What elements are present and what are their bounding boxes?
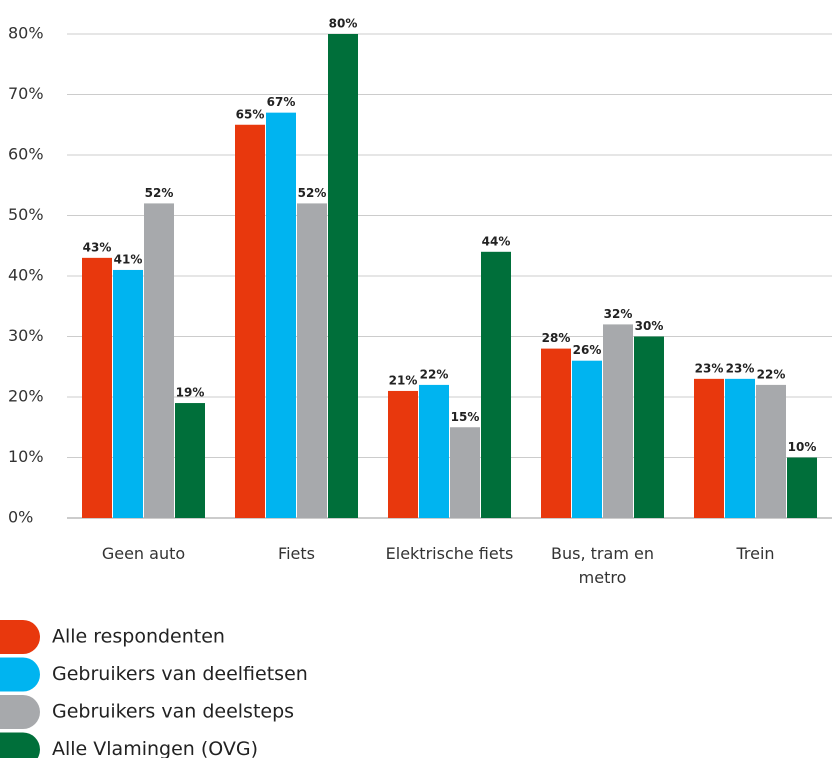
value-label: 44% <box>482 234 511 248</box>
bar <box>235 124 265 518</box>
value-label: 65% <box>236 107 265 121</box>
y-tick-label: 60% <box>8 145 44 164</box>
legend-label: Gebruikers van deelsteps <box>52 701 294 723</box>
value-label: 22% <box>757 367 786 381</box>
bar <box>572 360 602 518</box>
bar <box>725 378 755 518</box>
bar <box>297 203 327 518</box>
x-tick-label: Bus, tram en metro <box>551 544 654 587</box>
bar <box>328 34 358 518</box>
legend-swatch <box>0 695 40 729</box>
y-tick-label: 80% <box>8 24 44 43</box>
bar <box>694 378 724 518</box>
legend-label: Gebruikers van deelfietsen <box>52 663 308 685</box>
y-tick-label: 30% <box>8 326 44 345</box>
bar <box>419 384 449 518</box>
y-tick-label: 10% <box>8 447 44 466</box>
y-tick-label: 50% <box>8 205 44 224</box>
value-label: 41% <box>114 252 143 266</box>
value-label: 52% <box>298 186 327 200</box>
legend-swatch <box>0 620 40 654</box>
value-label: 43% <box>83 240 112 254</box>
value-label: 15% <box>451 410 480 424</box>
value-label: 23% <box>726 361 755 375</box>
value-label: 26% <box>573 343 602 357</box>
y-tick-label: 0% <box>8 508 33 527</box>
value-label: 19% <box>176 386 205 400</box>
x-tick-label: Elektrische fiets <box>385 544 514 563</box>
bar <box>541 348 571 518</box>
value-label: 22% <box>420 367 449 381</box>
value-label: 32% <box>604 307 633 321</box>
bar <box>787 457 817 518</box>
bar <box>266 112 296 519</box>
y-tick-label: 70% <box>8 84 44 103</box>
bar <box>603 324 633 518</box>
bar <box>634 336 664 518</box>
y-tick-label: 20% <box>8 387 44 406</box>
bar <box>113 269 143 518</box>
value-label: 30% <box>635 319 664 333</box>
bar <box>175 403 205 518</box>
bar <box>756 384 786 518</box>
legend-label: Alle respondenten <box>52 626 225 648</box>
bar <box>450 427 480 518</box>
bar <box>388 390 418 518</box>
value-label: 80% <box>329 17 358 31</box>
bar <box>481 251 511 519</box>
value-label: 23% <box>695 361 724 375</box>
value-label: 10% <box>788 440 817 454</box>
value-label: 21% <box>389 373 418 387</box>
y-tick-label: 40% <box>8 266 44 285</box>
bar <box>144 203 174 518</box>
value-label: 28% <box>542 331 571 345</box>
value-label: 67% <box>267 95 296 109</box>
x-tick-label: Fiets <box>278 544 315 563</box>
legend-swatch <box>0 657 40 692</box>
legend-swatch <box>0 732 40 758</box>
bar <box>82 257 112 518</box>
value-label: 52% <box>145 186 174 200</box>
x-tick-label: Trein <box>736 544 775 563</box>
legend-label: Alle Vlamingen (OVG) <box>52 738 258 758</box>
x-tick-label: Geen auto <box>101 544 186 563</box>
